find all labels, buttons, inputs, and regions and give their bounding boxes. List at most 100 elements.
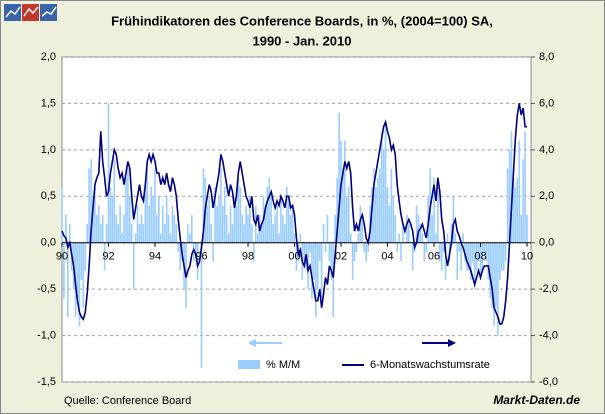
bar [390, 168, 393, 243]
bar [460, 242, 462, 271]
x-tick-label: 00 [288, 251, 300, 263]
bar [483, 242, 486, 252]
bar [194, 242, 197, 252]
y2-tick-label: 0,0 [539, 237, 554, 249]
bar [316, 242, 319, 290]
x-tick-label: 04 [381, 251, 393, 263]
bar [227, 233, 230, 243]
bar [276, 205, 278, 243]
bar [485, 242, 488, 262]
bar [256, 233, 259, 243]
bar [61, 187, 63, 243]
bar [522, 159, 524, 243]
bar [202, 168, 205, 243]
bar [264, 205, 267, 243]
x-tick-label: 92 [102, 251, 114, 263]
bar [293, 233, 296, 243]
bar [86, 224, 88, 243]
bar [167, 214, 170, 243]
bar [377, 177, 379, 243]
arrow-left [248, 339, 282, 347]
bar [225, 214, 228, 243]
bar [444, 242, 447, 280]
bar [425, 242, 428, 252]
bar [320, 242, 323, 299]
bar [442, 242, 445, 252]
bar [173, 214, 176, 243]
chart-subtitle: 1990 - Jan. 2010 [252, 33, 351, 48]
bar [514, 187, 517, 243]
bar [437, 187, 439, 243]
bar [363, 242, 366, 252]
bar [384, 122, 387, 243]
bar [189, 233, 191, 243]
bar [299, 233, 302, 243]
bar [388, 205, 391, 243]
bar [274, 214, 276, 243]
bar [142, 224, 145, 243]
bar [138, 224, 141, 243]
bar [446, 233, 449, 243]
bar [231, 224, 234, 243]
bar [96, 214, 98, 243]
bar [501, 242, 503, 271]
x-tick-label: 02 [335, 251, 347, 263]
bar [132, 242, 135, 290]
bar [154, 168, 156, 243]
bar [92, 196, 94, 243]
bar [415, 205, 418, 243]
bar [125, 177, 127, 243]
x-tick-label: 90 [56, 251, 68, 263]
bar [268, 177, 271, 243]
bar [251, 224, 253, 243]
bar [318, 242, 321, 262]
bar [419, 224, 422, 243]
bar [510, 131, 513, 243]
bar [400, 242, 402, 262]
bar [84, 242, 87, 271]
y2-tick-label: 6,0 [539, 97, 554, 109]
legend-swatch [238, 360, 260, 369]
arrow-right [422, 339, 456, 347]
bar [303, 242, 305, 262]
bar [470, 242, 472, 280]
bar [117, 224, 119, 243]
bar [237, 177, 240, 243]
bar [282, 214, 284, 243]
bar [210, 224, 212, 243]
bar [506, 168, 509, 243]
bar [98, 205, 100, 243]
y-tick-label: 0,5 [41, 190, 56, 202]
bar [78, 242, 81, 327]
bar [336, 177, 338, 243]
bar [520, 214, 522, 243]
bar [508, 149, 511, 243]
plot-area [61, 56, 532, 383]
bar [80, 242, 83, 280]
bar [284, 224, 286, 243]
bar [239, 187, 242, 243]
bar [171, 205, 174, 243]
bar [150, 187, 152, 243]
bar [233, 196, 236, 243]
bar [406, 214, 408, 243]
bar [68, 224, 71, 243]
bar [417, 214, 420, 243]
bar [134, 233, 137, 243]
bar [220, 168, 222, 243]
bar [495, 242, 497, 308]
bar [94, 187, 96, 243]
bar [214, 187, 216, 243]
bar [357, 233, 360, 243]
x-tick-label: 10 [521, 251, 533, 263]
bar [191, 214, 193, 243]
bar [158, 196, 160, 243]
bar [421, 233, 424, 243]
bar [103, 242, 106, 271]
bar [524, 131, 526, 243]
bar [489, 242, 491, 299]
bar [392, 196, 395, 243]
bar [156, 214, 158, 243]
bar [76, 242, 79, 299]
